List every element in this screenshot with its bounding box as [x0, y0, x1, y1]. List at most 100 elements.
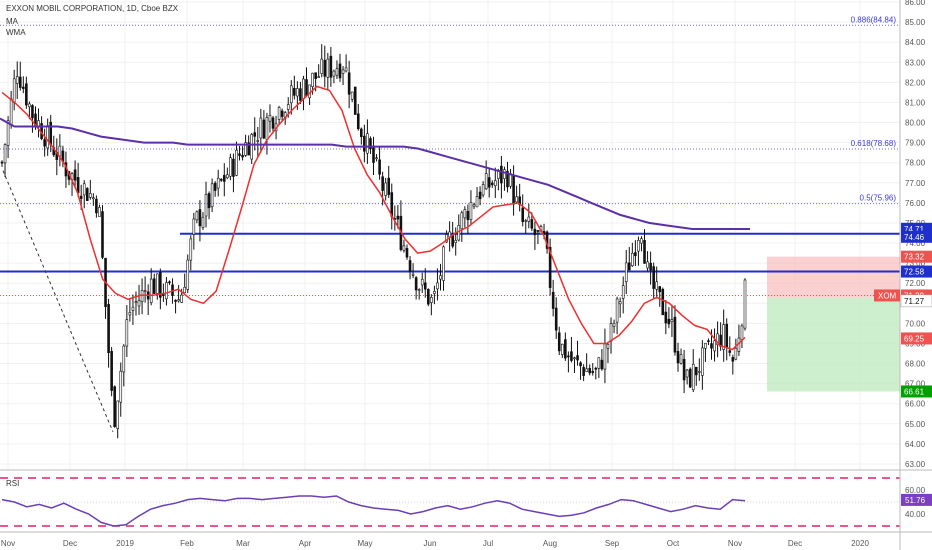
rsi-badge-label: 40.00: [905, 510, 926, 519]
candle-body: [177, 299, 180, 302]
candle-body: [195, 211, 199, 221]
candle-body: [411, 273, 415, 276]
candle-body: [533, 228, 537, 236]
ma-legend[interactable]: MA: [6, 17, 18, 26]
candle-body: [286, 104, 290, 110]
candle-body: [82, 183, 86, 196]
candle-body: [475, 196, 479, 208]
candle-body: [213, 182, 217, 191]
candle-body: [168, 281, 171, 284]
y-tick-label: 79.00: [905, 139, 926, 148]
candle-body: [725, 323, 729, 348]
candle-body: [627, 262, 631, 271]
position-tool[interactable]: [767, 256, 900, 392]
candle-body: [588, 368, 592, 374]
candle-body: [637, 240, 640, 252]
candle-body: [149, 278, 153, 303]
candle-body: [567, 355, 570, 358]
candle-body: [277, 107, 281, 120]
candle-body: [667, 318, 671, 325]
candle-body: [743, 279, 747, 329]
candle-body: [317, 76, 320, 78]
candle-body: [469, 202, 473, 220]
candle-body: [585, 368, 588, 372]
candle-body: [116, 400, 120, 429]
y-tick-label: 70.00: [905, 319, 926, 328]
candle-body: [710, 343, 713, 349]
candle-body: [375, 157, 378, 160]
candle-body: [457, 225, 461, 241]
rsi-badge-label: 60.00: [905, 486, 926, 495]
candle-body: [405, 248, 409, 258]
candle-body: [649, 262, 652, 271]
candle-body: [707, 340, 710, 343]
candle-body: [198, 209, 202, 227]
y-tick-label: 84.00: [905, 38, 926, 47]
candle-body: [579, 362, 582, 367]
candle-body: [238, 153, 241, 156]
price-badge-bg: [900, 294, 932, 308]
candle-body: [244, 142, 247, 156]
candle-body: [512, 175, 515, 205]
candle-body: [634, 252, 637, 257]
candle-body: [734, 347, 738, 360]
candle-body: [698, 371, 701, 373]
candle-body: [652, 266, 655, 289]
candle-body: [143, 290, 147, 292]
symbol-badge-label: XOM: [878, 291, 897, 300]
candle-body: [314, 72, 317, 79]
price-badge-label: 73.32: [904, 253, 925, 262]
wma-legend[interactable]: WMA: [6, 28, 26, 37]
candle-body: [159, 272, 162, 298]
candle-body: [6, 120, 10, 146]
price-badge-label: 71.27: [904, 297, 925, 306]
candle-body: [427, 289, 430, 305]
candle-body: [58, 145, 62, 157]
trend-line[interactable]: [2, 170, 114, 433]
candle-body: [420, 278, 424, 286]
candle-body: [226, 174, 229, 179]
x-tick-label: Nov: [1, 539, 15, 548]
candle-body: [259, 117, 263, 139]
candle-body: [12, 78, 16, 103]
candle-body: [609, 323, 613, 342]
y-tick-label: 82.00: [905, 78, 926, 87]
candle-body: [302, 78, 305, 99]
x-tick-label: Sep: [605, 539, 620, 548]
candle-body: [350, 91, 354, 100]
candle-body: [289, 85, 293, 104]
target-zone: [767, 297, 900, 392]
wma-series: [0, 117, 750, 230]
y-tick-label: 67.00: [905, 380, 926, 389]
wma-line: [0, 117, 750, 230]
x-tick-label: May: [357, 539, 372, 548]
y-tick-label: 73.00: [905, 259, 926, 268]
candle-body: [524, 220, 528, 222]
candle-body: [134, 301, 138, 303]
candle-body: [22, 86, 25, 89]
candle-body: [691, 363, 695, 390]
candle-body: [219, 179, 223, 181]
candle-body: [631, 253, 634, 267]
candle-body: [271, 117, 275, 129]
candle-body: [0, 161, 4, 164]
candle-body: [15, 76, 19, 84]
candle-body: [564, 339, 567, 359]
candle-body: [85, 188, 89, 201]
candle-body: [612, 322, 616, 327]
candle-body: [640, 238, 643, 244]
y-tick-label: 77.00: [905, 179, 926, 188]
candle-body: [137, 300, 141, 307]
candle-body: [591, 371, 595, 373]
candle-body: [506, 170, 509, 188]
rsi-legend[interactable]: RSI: [6, 479, 20, 488]
candle-body: [131, 306, 135, 311]
rsi-badge-bg: [901, 493, 932, 506]
price-badge-bg: [901, 265, 932, 278]
x-tick-label: Dec: [788, 539, 802, 548]
candle-body: [232, 158, 235, 177]
candle-body: [189, 238, 193, 261]
candle-body: [265, 117, 269, 140]
